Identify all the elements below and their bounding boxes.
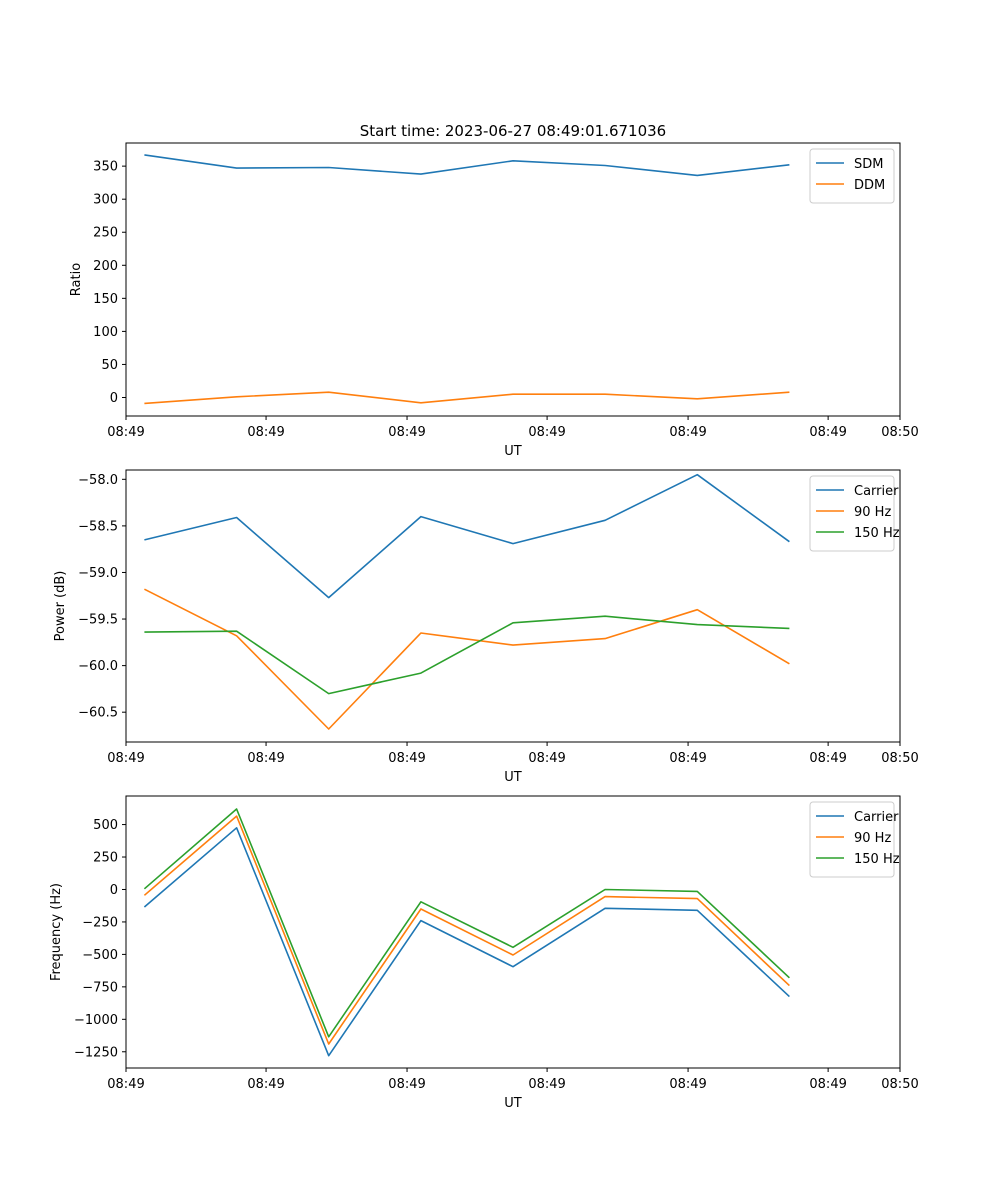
x-tick-label: 08:49 xyxy=(247,751,284,766)
y-tick-label: 300 xyxy=(93,193,118,208)
y-tick-label: 50 xyxy=(101,358,118,373)
x-tick-label: 08:49 xyxy=(809,1077,846,1092)
x-axis-label: UT xyxy=(504,1096,522,1111)
x-tick-label: 08:49 xyxy=(809,425,846,440)
x-tick-label: 08:49 xyxy=(388,751,425,766)
y-tick-label: −1000 xyxy=(74,1013,118,1028)
x-tick-label: 08:49 xyxy=(528,751,565,766)
y-tick-label: −58.0 xyxy=(78,473,118,488)
legend-label: SDM xyxy=(854,157,883,172)
y-tick-label: −750 xyxy=(82,980,118,995)
legend-label: DDM xyxy=(854,178,885,193)
x-tick-label: 08:50 xyxy=(881,1077,918,1092)
y-tick-label: −250 xyxy=(82,915,118,930)
y-tick-label: −500 xyxy=(82,948,118,963)
x-tick-label: 08:49 xyxy=(388,425,425,440)
legend: Carrier 90 Hz 150 Hz xyxy=(809,475,900,552)
x-axis-label: UT xyxy=(504,444,522,459)
y-tick-label: 250 xyxy=(93,226,118,241)
y-tick-label: 200 xyxy=(93,259,118,274)
y-tick-label: −59.5 xyxy=(78,613,118,628)
series-line-2 xyxy=(144,391,790,405)
y-tick-label: 100 xyxy=(93,325,118,340)
x-tick-label: 08:49 xyxy=(107,751,144,766)
axes-frame xyxy=(125,795,901,1069)
series-line-1 xyxy=(143,826,790,1057)
chart-panels: 0 50 100 150 200 250 300 350 08:49 08:49 08:49 08:4… xyxy=(49,142,919,1111)
y-tick-label: 0 xyxy=(110,883,118,898)
y-tick-label: −58.5 xyxy=(78,519,118,534)
y-tick-label: 500 xyxy=(93,818,118,833)
y-tick-label: 150 xyxy=(93,292,118,307)
y-tick-label: −60.5 xyxy=(78,706,118,721)
x-tick-label: 08:49 xyxy=(669,1077,706,1092)
y-tick-label: −59.0 xyxy=(78,566,118,581)
x-tick-label: 08:49 xyxy=(669,425,706,440)
y-tick-label: −1250 xyxy=(74,1045,118,1060)
x-tick-label: 08:49 xyxy=(247,425,284,440)
y-axis-label: Ratio xyxy=(69,263,84,296)
chart-panel-1: 0 50 100 150 200 250 300 350 08:49 08:49 08:49 08:4… xyxy=(69,142,919,459)
series-line-3 xyxy=(143,808,790,1038)
y-axis-label: Frequency (Hz) xyxy=(49,883,64,981)
figure-title: Start time: 2023-06-27 08:49:01.671036 xyxy=(360,122,666,140)
series-line-1 xyxy=(144,154,790,177)
x-tick-label: 08:49 xyxy=(809,751,846,766)
y-tick-label: 0 xyxy=(110,391,118,406)
chart-panel-3: −1250 −1000 −750 −500 −250 0 250 500 08:49 08:49 0… xyxy=(49,795,919,1111)
x-tick-label: 08:50 xyxy=(881,425,918,440)
series-line-3 xyxy=(144,615,790,695)
x-tick-label: 08:49 xyxy=(528,1077,565,1092)
y-tick-label: 250 xyxy=(93,851,118,866)
axes-frame xyxy=(125,142,901,417)
legend-label: 150 Hz xyxy=(854,526,900,541)
x-tick-label: 08:49 xyxy=(107,425,144,440)
y-axis-label: Power (dB) xyxy=(53,571,68,642)
y-tick-label: 350 xyxy=(93,160,118,175)
series-line-2 xyxy=(143,815,790,1045)
legend-label: 150 Hz xyxy=(854,852,900,867)
axes-frame xyxy=(125,469,901,743)
x-tick-label: 08:49 xyxy=(669,751,706,766)
legend: SDM DDM xyxy=(809,148,895,204)
legend-label: Carrier xyxy=(854,484,899,499)
x-tick-label: 08:49 xyxy=(107,1077,144,1092)
legend: Carrier 90 Hz 150 Hz xyxy=(809,801,900,878)
chart-panel-2: −60.5 −60.0 −59.5 −59.0 −58.5 −58.0 08:49 08:49… xyxy=(53,469,919,785)
series-line-2 xyxy=(144,588,790,730)
y-tick-label: −60.0 xyxy=(78,659,118,674)
x-axis-label: UT xyxy=(504,770,522,785)
x-tick-label: 08:49 xyxy=(247,1077,284,1092)
x-tick-label: 08:50 xyxy=(881,751,918,766)
series-line-1 xyxy=(144,473,790,599)
legend-label: 90 Hz xyxy=(854,831,891,846)
legend-label: Carrier xyxy=(854,810,899,825)
x-tick-label: 08:49 xyxy=(388,1077,425,1092)
legend-label: 90 Hz xyxy=(854,505,891,520)
x-tick-label: 08:49 xyxy=(528,425,565,440)
